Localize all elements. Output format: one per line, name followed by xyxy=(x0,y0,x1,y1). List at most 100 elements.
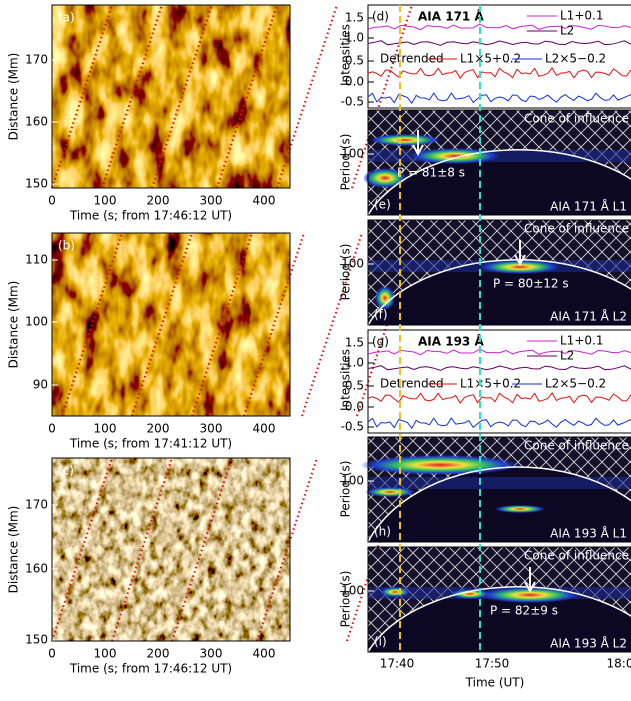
y-tick-label: 100 xyxy=(25,315,48,329)
x-label: Time (s; from 17:46:12 UT) xyxy=(69,209,232,223)
cone-label: Cone of influence xyxy=(524,549,629,563)
track xyxy=(355,232,419,417)
frame xyxy=(367,436,631,543)
legend-label: Detrended xyxy=(380,52,444,66)
cone-edge xyxy=(367,466,631,543)
curve-l2 xyxy=(367,40,631,46)
legend-label: L1×5+0.2 xyxy=(460,377,521,391)
curve-l1 xyxy=(367,348,631,356)
x-tick-label: 300 xyxy=(200,422,223,436)
track xyxy=(300,232,364,417)
legend-label: L1+0.1 xyxy=(560,9,603,23)
legend-label: L2 xyxy=(560,349,574,363)
panel-label: (i) xyxy=(374,635,387,649)
x-tick-label: 17:50 xyxy=(475,657,510,671)
y-tick-label: 160 xyxy=(25,115,48,129)
arrow xyxy=(514,240,526,267)
x-tick-label: 400 xyxy=(253,422,276,436)
track xyxy=(255,457,319,642)
y-label: Distance (Mm) xyxy=(7,53,21,141)
image xyxy=(52,5,290,188)
period-label: P = 82±9 s xyxy=(490,604,558,618)
panel-label: (h) xyxy=(374,525,391,539)
cone-label: Cone of influence xyxy=(524,222,629,236)
cone-label: Cone of influence xyxy=(524,439,629,453)
y-tick-label: 1.0 xyxy=(345,356,364,370)
power-blob xyxy=(370,134,440,146)
caption: AIA 171 Å L1 xyxy=(550,199,627,214)
x-tick-label: 17:40 xyxy=(380,657,415,671)
cone-edge xyxy=(367,586,631,653)
frame xyxy=(367,219,631,326)
y-tick-label: 150 xyxy=(25,633,48,647)
y-label: Intensities xyxy=(339,24,353,86)
track xyxy=(170,457,234,642)
y-label: Period (s) xyxy=(339,571,353,628)
x-tick-label: 200 xyxy=(147,647,170,661)
frame xyxy=(51,457,291,642)
panel-title: AIA 193 Å xyxy=(418,334,484,349)
y-label: Intensities xyxy=(339,349,353,411)
y-label: Period (s) xyxy=(339,461,353,518)
legend-label: L2×5−0.2 xyxy=(545,52,606,66)
x-tick-label: 400 xyxy=(253,194,276,208)
power-blob xyxy=(360,455,520,475)
y-tick-label: 100 xyxy=(341,257,364,271)
y-tick-label: 0.5 xyxy=(345,54,364,68)
x-tick-label: 100 xyxy=(94,422,117,436)
track xyxy=(50,457,114,642)
arrow xyxy=(524,567,536,594)
y-tick-label: -0.5 xyxy=(341,95,364,109)
track xyxy=(190,232,254,417)
y-label: Distance (Mm) xyxy=(7,281,21,369)
cone-region xyxy=(368,586,631,652)
power-blob xyxy=(363,168,407,188)
track xyxy=(60,232,124,417)
y-tick-label: 90 xyxy=(33,378,48,392)
track xyxy=(50,4,114,189)
track xyxy=(242,232,306,417)
power-blob xyxy=(495,505,545,513)
track xyxy=(110,457,174,642)
track xyxy=(275,4,339,189)
frame xyxy=(51,4,291,189)
image xyxy=(52,458,290,641)
panel-title: AIA 171 Å xyxy=(418,9,484,24)
track xyxy=(130,232,194,417)
y-tick-label: 100 xyxy=(341,584,364,598)
y-tick-label: 1.0 xyxy=(345,31,364,45)
x-tick-label: 400 xyxy=(253,647,276,661)
period-label: P = 80±12 s xyxy=(493,277,569,291)
frame xyxy=(367,4,631,109)
power-blob xyxy=(380,587,410,597)
panel-label: (b) xyxy=(58,239,75,253)
y-tick-label: 1.5 xyxy=(345,11,364,25)
panel-label: (g) xyxy=(372,335,389,349)
power-blob xyxy=(375,286,395,310)
x-tick-label: 0 xyxy=(48,422,56,436)
y-tick-label: 110 xyxy=(25,253,48,267)
caption: AIA 171 Å L2 xyxy=(550,309,627,324)
y-tick-label: 100 xyxy=(341,147,364,161)
x-label: Time (UT) xyxy=(465,676,525,690)
legend-label: Detrended xyxy=(380,377,444,391)
curve-l1-detrended xyxy=(367,67,631,79)
power-blob xyxy=(480,587,580,603)
caption: AIA 193 Å L1 xyxy=(550,526,627,541)
y-label: Period (s) xyxy=(339,134,353,191)
x-tick-label: 200 xyxy=(147,422,170,436)
cone-region xyxy=(368,149,631,215)
x-tick-label: 18:0 xyxy=(607,657,631,671)
power-blob xyxy=(410,148,500,164)
x-tick-label: 100 xyxy=(94,647,117,661)
x-tick-label: 300 xyxy=(200,194,223,208)
track xyxy=(100,4,164,189)
cone-edge xyxy=(367,149,631,216)
panel-label: (d) xyxy=(372,10,389,24)
legend-label: L2 xyxy=(560,24,574,38)
frame xyxy=(367,546,631,653)
y-tick-label: 150 xyxy=(25,177,48,191)
track xyxy=(215,4,279,189)
y-tick-label: -0.5 xyxy=(341,420,364,434)
frame xyxy=(51,232,291,417)
